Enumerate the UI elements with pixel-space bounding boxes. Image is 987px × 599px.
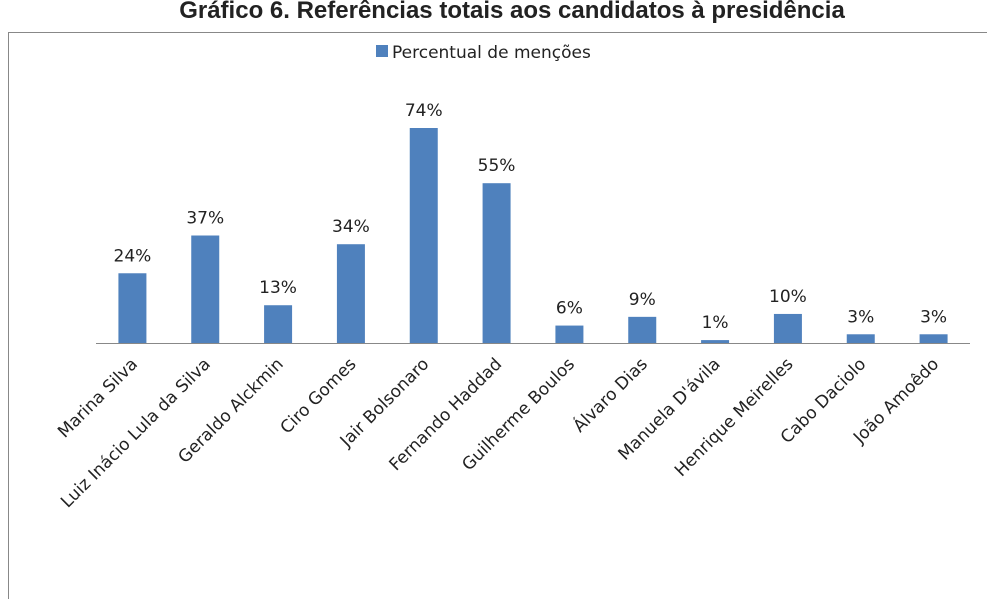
x-tick-label: Luiz Inácio Lula da Silva bbox=[57, 354, 215, 512]
legend-label: Percentual de menções bbox=[392, 43, 591, 63]
bar bbox=[628, 316, 657, 343]
legend-swatch bbox=[376, 45, 388, 57]
bar bbox=[919, 334, 948, 343]
bar bbox=[191, 235, 220, 343]
data-label: 6% bbox=[556, 299, 583, 319]
bar bbox=[264, 305, 293, 343]
data-label: 3% bbox=[920, 307, 947, 327]
bar bbox=[846, 334, 875, 343]
data-label: 10% bbox=[769, 287, 807, 307]
bar bbox=[336, 244, 365, 343]
x-tick-label: Álvaro Dias bbox=[568, 353, 652, 437]
data-label: 74% bbox=[405, 101, 443, 121]
chart-border bbox=[8, 32, 987, 599]
bar bbox=[773, 313, 802, 343]
data-label: 1% bbox=[702, 313, 729, 333]
data-label: 55% bbox=[478, 156, 516, 176]
data-label: 9% bbox=[629, 290, 656, 310]
bar bbox=[409, 128, 438, 343]
data-label: 3% bbox=[847, 307, 874, 327]
bar bbox=[482, 183, 511, 343]
data-label: 24% bbox=[114, 246, 152, 266]
data-label: 37% bbox=[186, 209, 224, 229]
bar bbox=[701, 340, 730, 343]
x-tick-label: Henrique Meirelles bbox=[671, 354, 798, 481]
data-label: 34% bbox=[332, 217, 370, 237]
chart-title: Gráfico 6. Referências totais aos candid… bbox=[179, 0, 845, 24]
data-label: 13% bbox=[259, 278, 297, 298]
bar bbox=[555, 325, 584, 343]
bar bbox=[118, 273, 147, 343]
